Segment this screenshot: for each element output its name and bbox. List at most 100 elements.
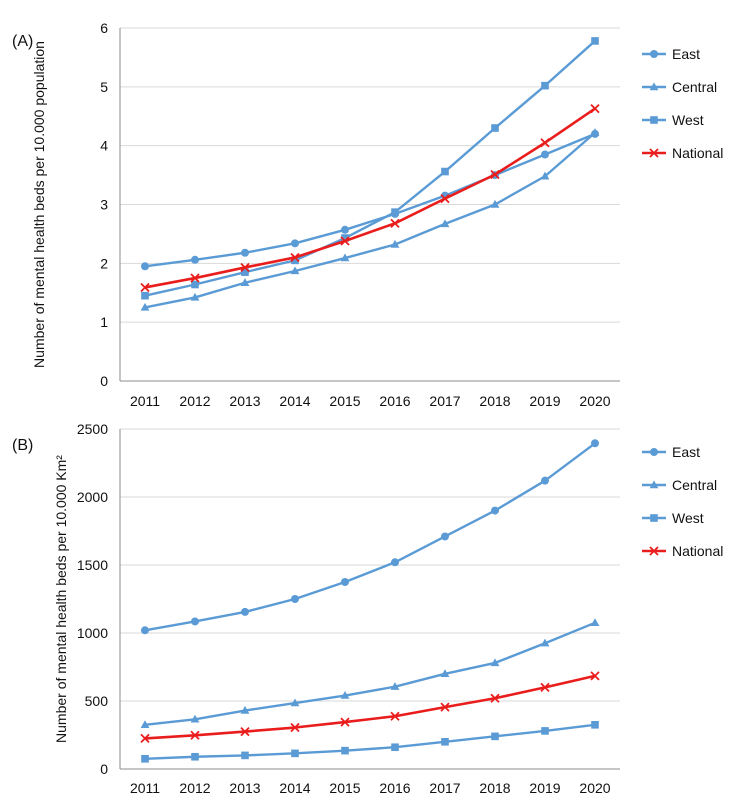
data-point-west	[541, 727, 549, 735]
legend-item-central: Central	[642, 79, 717, 95]
legend-item-national: National	[642, 543, 723, 559]
legend-label-national: National	[672, 145, 723, 161]
x-tick-label: 2013	[229, 780, 260, 796]
data-point-west	[341, 234, 349, 242]
data-point-national	[140, 282, 150, 293]
data-point-national	[440, 193, 450, 204]
data-point-national	[290, 722, 300, 733]
legend-item-west: West	[642, 510, 704, 526]
legend-label-west: West	[672, 510, 704, 526]
legend-label-east: East	[672, 46, 700, 62]
legend-marker-national	[649, 148, 659, 158]
data-point-west	[491, 732, 499, 741]
legend-marker-national	[649, 546, 659, 556]
x-tick-label: 2016	[379, 393, 410, 409]
legend-marker-central	[649, 480, 659, 489]
data-point-west	[541, 81, 549, 90]
data-point-central	[490, 658, 500, 667]
data-point-national	[440, 702, 450, 712]
y-tick-label: 5	[100, 79, 108, 95]
data-point-central	[390, 239, 400, 248]
legend-marker-west	[650, 116, 658, 124]
y-tick-label: 6	[100, 20, 108, 36]
data-point-east	[541, 476, 549, 485]
legend-label-central: Central	[672, 477, 717, 493]
legend-item-west: West	[642, 112, 704, 128]
x-tick-label: 2019	[529, 393, 560, 409]
data-point-central	[440, 669, 450, 677]
data-point-central	[540, 171, 550, 180]
x-tick-label: 2014	[279, 780, 310, 796]
legend: East Central West National	[642, 46, 723, 161]
data-point-central	[290, 266, 300, 275]
x-tick-label: 2013	[229, 393, 260, 409]
legend-item-east: East	[642, 444, 700, 460]
data-point-national	[290, 252, 300, 263]
x-tick-label: 2019	[529, 780, 560, 796]
data-point-central	[540, 638, 550, 647]
data-point-east	[341, 578, 349, 586]
panel-label: (B)	[12, 437, 33, 454]
data-point-national	[190, 273, 200, 283]
data-point-east	[341, 225, 349, 234]
data-point-west	[241, 268, 249, 276]
legend-marker-east	[650, 448, 658, 456]
data-point-national	[590, 671, 600, 681]
legend-item-east: East	[642, 46, 700, 62]
chart-panel-a: 0 1 2 3 4 5 6 2011 2012 2013 2014 2015 2016 2017 2018 2…	[12, 20, 723, 409]
legend-item-central: Central	[642, 477, 717, 493]
data-point-national	[490, 169, 500, 180]
y-tick-label: 3	[100, 197, 108, 213]
series-national	[140, 671, 600, 744]
data-point-central	[590, 618, 600, 626]
data-point-national	[390, 218, 400, 228]
legend-marker-central	[649, 82, 659, 91]
legend: East Central West National	[642, 444, 723, 559]
series-line-central	[144, 621, 596, 726]
x-tick-label: 2016	[379, 780, 410, 796]
series-line-national	[144, 107, 596, 289]
data-point-central	[340, 253, 350, 262]
y-tick-label: 1	[100, 314, 108, 330]
legend-item-national: National	[642, 145, 723, 161]
data-point-national	[540, 682, 550, 693]
data-point-national	[190, 730, 200, 740]
x-tick-label: 2020	[579, 780, 610, 796]
series-east	[141, 439, 599, 635]
y-tick-label: 0	[100, 373, 108, 389]
data-point-west	[191, 752, 199, 761]
data-point-west	[291, 256, 299, 265]
data-point-west	[391, 743, 399, 752]
data-point-national	[540, 138, 550, 148]
series-line-east	[144, 442, 596, 632]
panel-label: (A)	[12, 33, 33, 50]
data-point-national	[240, 262, 250, 273]
x-tick-label: 2012	[179, 393, 210, 409]
x-tick-label: 2017	[429, 780, 460, 796]
series-national	[140, 103, 600, 293]
series-line-east	[144, 132, 596, 268]
x-tick-label: 2020	[579, 393, 610, 409]
data-point-central	[290, 698, 300, 707]
data-point-central	[190, 714, 200, 723]
data-point-east	[241, 248, 249, 257]
y-tick-label: 2	[100, 255, 108, 271]
data-point-west	[441, 738, 449, 746]
data-point-west	[141, 291, 149, 300]
y-tick-label: 4	[100, 138, 108, 154]
data-point-east	[291, 239, 299, 248]
data-point-west	[191, 280, 199, 289]
x-tick-label: 2015	[329, 393, 360, 409]
data-point-east	[541, 150, 549, 159]
legend-label-national: National	[672, 543, 723, 559]
data-point-east	[591, 439, 599, 448]
legend-label-east: East	[672, 444, 700, 460]
y-tick-label: 0	[100, 761, 108, 777]
chart-panel-b: 0 500 1000 1500 2000 2500 2011 2012 2013 2014 2015…	[12, 421, 723, 796]
data-point-central	[340, 690, 350, 699]
data-point-west	[591, 721, 599, 729]
data-point-west	[491, 124, 499, 132]
data-point-west	[141, 755, 149, 763]
y-tick-label: 2500	[77, 421, 108, 437]
